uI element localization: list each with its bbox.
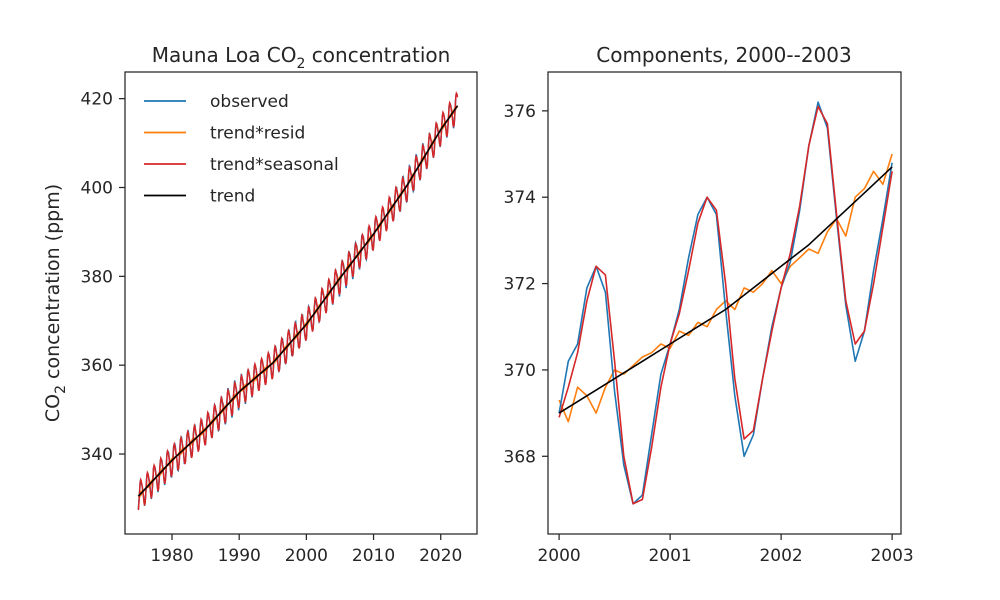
left-y-tick-label: 400 [81,179,113,199]
left-y-axis-label: CO2 concentration (ppm) [42,184,69,422]
legend-item: trend*seasonal [144,155,339,175]
left-y-tick-label: 420 [81,90,113,110]
right-series-trend [558,166,893,414]
legend-item: trend [144,187,255,207]
right-plot-lines [558,101,893,505]
legend-label: trend*resid [210,124,305,144]
left-plot-lines [137,91,459,511]
legend-label: trend*seasonal [210,155,339,175]
left-axis-ticks: 1980 1990 2000 2010 2020 340 360 380 400 420 [81,90,463,566]
right-y-tick-label: 368 [504,447,536,467]
right-y-tick-label: 372 [504,275,536,295]
right-y-tick-label: 374 [504,188,536,208]
legend-label: trend [210,187,255,207]
right-axis-ticks: 2000 2001 2002 2003 368 370 372 374 376 [504,102,914,566]
left-x-tick-label: 1980 [150,546,193,566]
left-series-trend-seasonal [137,91,459,511]
right-chart-panel: 2000 2001 2002 2003 368 370 372 374 376 Componen… [504,43,914,566]
left-x-tick-label: 1990 [218,546,261,566]
left-x-tick-label: 2020 [419,546,462,566]
legend: observed trend*resid trend*seasonal trend [144,92,339,207]
left-y-tick-label: 360 [81,356,113,376]
legend-item: trend*resid [144,124,305,144]
right-x-tick-label: 2003 [870,546,913,566]
legend-item: observed [144,92,289,112]
right-x-tick-label: 2001 [648,546,691,566]
left-y-tick-label: 380 [81,267,113,287]
left-plot-frame [124,71,478,535]
right-x-tick-label: 2000 [537,546,580,566]
left-y-tick-label: 340 [81,445,113,465]
right-y-tick-label: 370 [504,361,536,381]
right-series-trend-seasonal [558,105,893,505]
right-x-tick-label: 2002 [759,546,802,566]
legend-label: observed [210,92,289,112]
left-series-trend [137,105,459,497]
left-x-tick-label: 2010 [352,546,395,566]
right-plot-frame [547,71,902,535]
left-x-tick-label: 2000 [285,546,328,566]
right-y-tick-label: 376 [504,102,536,122]
right-chart-title: Components, 2000--2003 [596,43,851,67]
left-chart-title: Mauna Loa CO2 concentration [152,43,451,72]
left-chart-panel: 1980 1990 2000 2010 2020 340 360 380 400 420 Maun… [42,43,478,566]
